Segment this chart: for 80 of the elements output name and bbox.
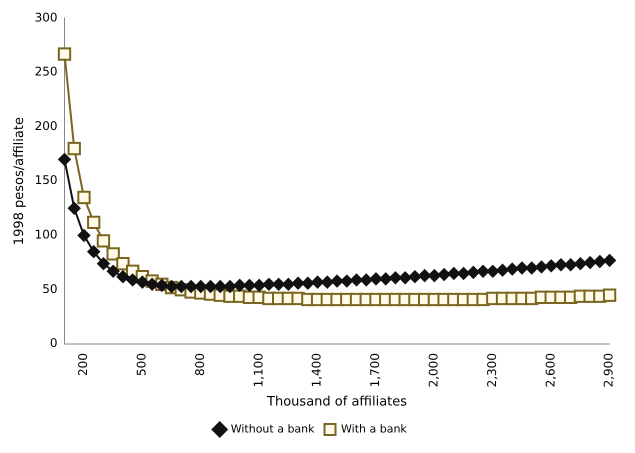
point: [320, 276, 334, 289]
point: [87, 245, 100, 258]
x-tick-label: 1,100: [251, 353, 266, 388]
point: [194, 280, 208, 293]
point: [476, 264, 490, 278]
point: [602, 288, 616, 302]
x-tick-label: 1,700: [368, 353, 382, 388]
point: [428, 269, 441, 282]
point: [77, 228, 90, 242]
point: [574, 257, 587, 270]
point: [369, 272, 382, 286]
point: [554, 258, 568, 272]
point: [593, 255, 606, 268]
point: [301, 276, 314, 290]
point: [584, 256, 597, 270]
point: [340, 274, 354, 288]
point: [184, 280, 198, 293]
point: [58, 152, 72, 166]
point: [96, 257, 110, 270]
point: [146, 278, 159, 291]
x-tick-label: 1,400: [310, 353, 324, 388]
legend-label: With a bank: [341, 422, 408, 436]
point: [418, 269, 432, 282]
point: [506, 262, 519, 276]
point: [262, 278, 276, 291]
legend-label: Without a bank: [230, 422, 316, 436]
point: [87, 216, 100, 230]
point: [544, 259, 558, 272]
point: [204, 280, 218, 293]
point: [438, 268, 451, 282]
point: [174, 280, 188, 293]
point: [408, 270, 422, 284]
point: [496, 264, 510, 277]
y-axis-title: 1998 pesos/affiliate: [12, 117, 28, 246]
point: [272, 278, 286, 291]
point: [388, 271, 402, 284]
point: [466, 266, 480, 279]
point: [457, 266, 470, 280]
x-tick-label: 800: [192, 353, 207, 376]
x-tick-label: 200: [76, 353, 90, 376]
point: [126, 273, 140, 286]
point: [58, 47, 72, 61]
x-tick-label: 500: [134, 353, 148, 376]
point: [106, 264, 120, 278]
point: [136, 276, 149, 289]
point: [292, 276, 305, 290]
y-tick-label: 50: [42, 282, 58, 296]
point: [106, 247, 120, 261]
point: [486, 264, 500, 278]
x-tick-label: 2,900: [602, 353, 616, 388]
y-tick-label: 300: [34, 10, 58, 24]
point: [223, 280, 236, 293]
point: [96, 234, 110, 248]
point: [330, 274, 344, 288]
point: [233, 278, 246, 292]
point: [379, 272, 392, 286]
point: [564, 258, 578, 272]
point: [534, 260, 548, 274]
y-tick-label: 200: [34, 118, 58, 133]
point: [350, 273, 364, 286]
point: [77, 190, 91, 204]
point: [242, 278, 256, 292]
point: [603, 254, 616, 267]
point: [311, 276, 324, 289]
x-axis-title: Thousand of affiliates: [266, 394, 408, 410]
y-tick-label: 100: [34, 228, 58, 242]
point: [282, 278, 295, 291]
point: [515, 262, 528, 275]
x-tick-label: 2,300: [484, 353, 499, 388]
point: [252, 278, 266, 292]
point: [68, 142, 81, 156]
x-tick-label: 2,600: [543, 353, 558, 388]
x-tick-label: 2,000: [426, 353, 441, 388]
point: [68, 202, 81, 215]
point: [116, 270, 130, 284]
point: [398, 271, 412, 284]
point: [447, 266, 460, 280]
y-tick-label: 0: [50, 336, 58, 350]
y-tick-label: 150: [34, 173, 58, 188]
y-tick-label: 250: [34, 64, 58, 79]
